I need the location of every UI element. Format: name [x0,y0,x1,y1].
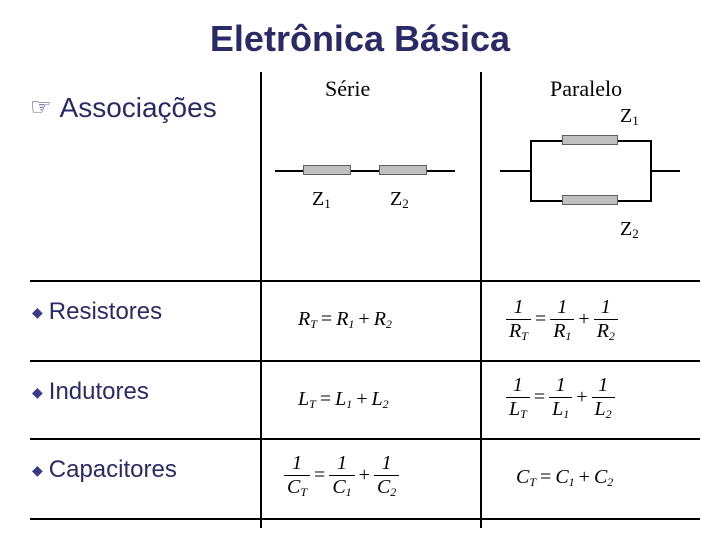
formula-indutores-serie: LT=L1+L2 [298,388,389,412]
formula-capacitores-par: CT=C1+C2 [516,466,613,490]
label-z1-par: Z1 [620,105,639,129]
wire [618,140,651,142]
row-label: Capacitores [49,456,177,483]
wire [530,140,562,142]
slide: Eletrônica Básica ☞ Associações Série Par… [0,0,720,540]
subtitle-text: Associações [60,92,217,123]
formula-resistores-serie: RT=R1+R2 [298,308,392,332]
label-z1-series: Z1 [312,188,331,212]
hline-3 [30,518,700,520]
wire [650,170,680,172]
resistor-z1 [303,165,351,175]
row-label: Indutores [49,378,149,405]
label-z2-par: Z2 [620,218,639,242]
row-resistores: ◆ Resistores [32,298,162,326]
hline-0 [30,280,700,282]
diamond-icon: ◆ [32,462,43,478]
vline-2 [480,72,482,528]
vline-1 [260,72,262,528]
diamond-icon: ◆ [32,384,43,400]
hand-icon: ☞ [30,94,52,121]
row-indutores: ◆ Indutores [32,378,149,406]
formula-capacitores-serie: 1CT=1C1+1C2 [284,452,399,500]
diamond-icon: ◆ [32,304,43,320]
formula-indutores-par: 1LT=1L1+1L2 [506,374,615,422]
col-header-serie: Série [325,76,370,102]
row-label: Resistores [49,298,162,325]
page-title: Eletrônica Básica [0,18,720,60]
subtitle: ☞ Associações [30,92,217,124]
wire [530,140,532,202]
resistor-z2 [379,165,427,175]
wire [351,170,379,172]
wire [500,170,530,172]
wire [530,200,562,202]
hline-1 [30,360,700,362]
col-header-paralelo: Paralelo [550,76,622,102]
label-z2-series: Z2 [390,188,409,212]
wire [618,200,651,202]
wire [275,170,303,172]
hline-2 [30,438,700,440]
row-capacitores: ◆ Capacitores [32,456,177,484]
wire [427,170,455,172]
formula-resistores-par: 1RT=1R1+1R2 [506,296,618,344]
resistor-z1-par [562,135,618,145]
resistor-z2-par [562,195,618,205]
